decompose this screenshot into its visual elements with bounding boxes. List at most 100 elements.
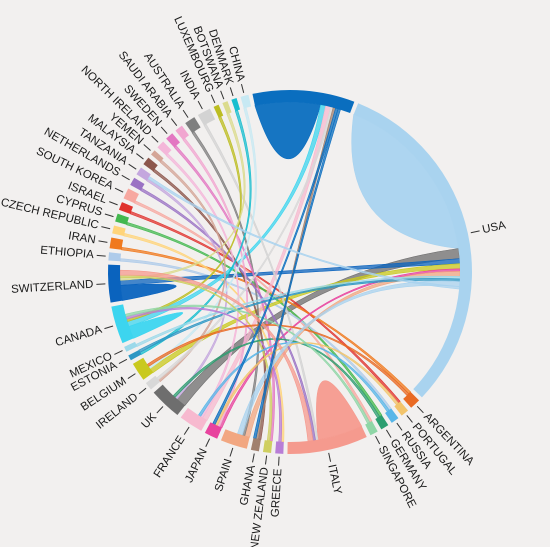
ribbon (173, 145, 275, 442)
group-arc (231, 98, 241, 112)
label-tick (138, 387, 147, 395)
group-arc (262, 440, 273, 454)
ribbon (176, 248, 460, 407)
arc-layer (108, 89, 472, 454)
group-arc (157, 141, 172, 156)
group-arc (151, 150, 164, 163)
ribbon (214, 342, 399, 427)
label-tick (375, 435, 381, 445)
ribbon (128, 312, 183, 339)
label-tick (205, 438, 211, 447)
group-arc (145, 375, 161, 390)
label-tick (114, 350, 123, 355)
group-arc (132, 357, 154, 380)
label-tick (143, 144, 151, 151)
group-arc (180, 407, 208, 431)
label-tick (170, 118, 178, 126)
group-arc (197, 108, 216, 126)
group-arc (275, 441, 284, 454)
group-label: GREECE (270, 468, 285, 518)
group-arc (394, 401, 409, 416)
group-arc (124, 341, 138, 352)
group-arc (175, 125, 190, 140)
group-arc (112, 225, 126, 236)
label-tick (406, 415, 413, 423)
label-tick (104, 325, 114, 330)
group-label: ETHIOPIA (40, 245, 95, 262)
group-arc (213, 104, 224, 118)
group-label: SPAIN (213, 458, 235, 494)
group-label: UK (139, 411, 159, 431)
ribbon (254, 101, 322, 160)
group-arc (108, 252, 121, 262)
label-tick (96, 283, 106, 285)
group-arc (353, 103, 472, 398)
group-arc (109, 237, 124, 250)
ribbon (135, 275, 461, 347)
group-label: ITALY (325, 463, 343, 495)
label-tick (220, 90, 225, 100)
label-tick (240, 84, 245, 94)
label-tick (114, 187, 124, 193)
label-tick (264, 455, 268, 465)
label-tick (96, 254, 106, 257)
group-label: CANADA (54, 324, 104, 350)
label-tick (151, 135, 159, 143)
ribbon (158, 159, 226, 383)
group-arc (204, 422, 222, 439)
ribbon (138, 278, 461, 353)
label-tick (416, 405, 424, 414)
group-arc (252, 89, 355, 113)
label-tick (121, 174, 130, 181)
group-arc (143, 157, 158, 172)
group-arc (166, 133, 181, 148)
label-tick (396, 422, 403, 431)
group-arc (108, 264, 123, 303)
label-tick (127, 373, 136, 379)
ribbon (139, 109, 252, 355)
label-tick (385, 429, 392, 438)
label-tick (328, 452, 332, 462)
group-arc (365, 420, 378, 436)
label-tick (160, 126, 168, 135)
group-arc (136, 167, 151, 181)
group-arc (128, 349, 142, 361)
group-arc (250, 438, 261, 452)
label-tick (229, 447, 234, 457)
label-tick (98, 240, 108, 243)
group-arc (111, 304, 134, 344)
group-arc (403, 391, 420, 408)
label-tick (278, 456, 280, 466)
ribbon (253, 108, 341, 439)
group-arc (287, 426, 367, 454)
group-arc (375, 415, 389, 430)
label-tick (470, 230, 480, 234)
group-arc (385, 408, 399, 423)
group-arc (222, 101, 232, 115)
label-tick (182, 109, 189, 118)
ribbon (191, 131, 260, 437)
group-label: SWITZERLAND (11, 279, 94, 296)
group-label: IRAN (67, 230, 96, 246)
ribbon (120, 283, 177, 301)
label-tick (210, 94, 216, 104)
label-tick (109, 201, 118, 206)
group-label: FRANCE (152, 434, 188, 480)
ribbon-layer (119, 101, 461, 443)
group-arc (240, 94, 252, 109)
group-arc (153, 384, 185, 416)
group-arc (118, 202, 134, 214)
group-arc (220, 429, 250, 449)
label-tick (229, 87, 234, 97)
label-tick (118, 358, 128, 364)
ribbon (316, 380, 363, 441)
ribbon (203, 123, 319, 441)
label-tick (101, 226, 111, 230)
group-label: JAPAN (183, 447, 210, 485)
group-arc (185, 117, 201, 133)
group-arc (123, 188, 139, 204)
group-arc (130, 177, 145, 191)
group-arc (115, 213, 129, 225)
